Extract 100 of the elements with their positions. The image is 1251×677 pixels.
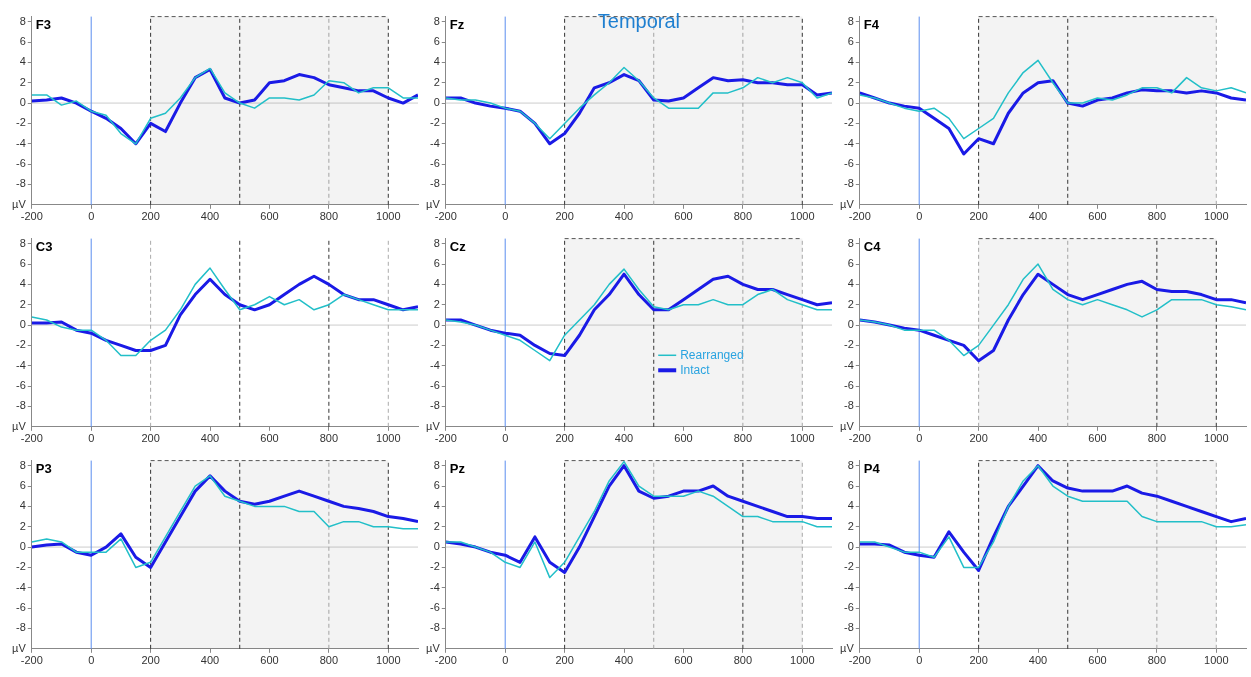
y-tick-label: 4 xyxy=(19,55,26,68)
x-tick-label: 600 xyxy=(260,210,279,223)
x-tick-label: 400 xyxy=(614,432,634,445)
x-tick-label: 400 xyxy=(200,432,220,445)
y-axis-title: µV xyxy=(12,419,27,432)
y-tick-label: 8 xyxy=(433,458,440,471)
y-tick-label: 0 xyxy=(433,96,440,109)
y-tick-label: -2 xyxy=(844,338,854,351)
chart-title: C3 xyxy=(35,238,53,254)
y-tick-label: 4 xyxy=(847,499,854,512)
x-tick-label: 200 xyxy=(969,654,988,667)
y-tick-label: 8 xyxy=(19,14,26,27)
y-tick-label: 8 xyxy=(433,236,440,249)
x-tick-label: 1000 xyxy=(1204,210,1229,223)
y-tick-label: 2 xyxy=(433,75,440,88)
x-tick-label: 800 xyxy=(1147,210,1167,223)
y-axis-title: µV xyxy=(426,419,441,432)
y-tick-label: -4 xyxy=(844,358,854,371)
y-tick-label: 2 xyxy=(847,75,854,88)
y-tick-label: -8 xyxy=(16,399,26,412)
y-tick-label: -4 xyxy=(16,136,26,149)
y-tick-label: -8 xyxy=(430,399,440,412)
x-tick-label: 200 xyxy=(141,210,160,223)
y-tick-label: 4 xyxy=(19,499,26,512)
y-axis-title: µV xyxy=(840,197,855,210)
y-tick-label: 0 xyxy=(19,540,26,553)
chart-title: P4 xyxy=(863,460,881,476)
x-tick-label: 600 xyxy=(260,432,279,445)
y-tick-label: -2 xyxy=(430,116,440,129)
y-tick-label: -6 xyxy=(16,379,26,392)
y-tick-label: -2 xyxy=(16,116,26,129)
y-tick-label: 6 xyxy=(847,257,854,270)
x-tick-label: 1000 xyxy=(376,654,401,667)
x-tick-label: -200 xyxy=(848,654,871,667)
x-tick-label: 200 xyxy=(969,210,988,223)
x-tick-label: 0 xyxy=(502,210,509,223)
y-tick-label: 6 xyxy=(847,479,854,492)
y-tick-label: 8 xyxy=(847,236,854,249)
x-tick-label: -200 xyxy=(848,210,871,223)
y-tick-label: -4 xyxy=(430,136,440,149)
y-axis-title: µV xyxy=(12,641,27,654)
y-axis-title: µV xyxy=(426,641,441,654)
y-tick-label: 2 xyxy=(433,519,440,532)
y-tick-label: -2 xyxy=(844,116,854,129)
y-tick-label: -6 xyxy=(430,379,440,392)
y-tick-label: -8 xyxy=(844,177,854,190)
x-tick-label: 400 xyxy=(614,654,634,667)
chart-title: P3 xyxy=(35,460,52,476)
x-tick-label: 0 xyxy=(88,210,95,223)
y-tick-label: 4 xyxy=(433,55,440,68)
y-tick-label: 0 xyxy=(847,96,854,109)
y-tick-label: 8 xyxy=(847,14,854,27)
y-tick-label: 2 xyxy=(19,297,26,310)
y-tick-label: -6 xyxy=(430,601,440,614)
x-tick-label: 400 xyxy=(1028,432,1048,445)
x-tick-label: 200 xyxy=(141,654,160,667)
x-tick-label: 0 xyxy=(916,432,923,445)
x-tick-label: 200 xyxy=(141,432,160,445)
x-tick-label: 800 xyxy=(733,210,753,223)
y-axis-title: µV xyxy=(12,197,27,210)
x-tick-label: 0 xyxy=(916,210,923,223)
y-tick-label: 4 xyxy=(847,55,854,68)
y-tick-label: -2 xyxy=(430,338,440,351)
x-tick-label: -200 xyxy=(434,210,457,223)
x-tick-label: 400 xyxy=(200,210,220,223)
x-tick-label: 1000 xyxy=(1204,432,1229,445)
y-tick-label: 0 xyxy=(847,540,854,553)
y-tick-label: -6 xyxy=(430,157,440,170)
x-tick-label: -200 xyxy=(20,210,43,223)
y-tick-label: -6 xyxy=(844,379,854,392)
y-tick-label: -6 xyxy=(16,601,26,614)
annotation: Temporal xyxy=(597,10,681,33)
x-tick-label: 600 xyxy=(674,432,693,445)
chart-title: F3 xyxy=(35,16,51,32)
y-tick-label: 2 xyxy=(19,519,26,532)
y-tick-label: 6 xyxy=(19,257,26,270)
y-tick-label: -8 xyxy=(430,177,440,190)
y-tick-label: 0 xyxy=(433,318,440,331)
x-tick-label: 400 xyxy=(200,654,220,667)
y-tick-label: 8 xyxy=(433,14,440,27)
y-tick-label: 6 xyxy=(433,257,440,270)
chart-title: Cz xyxy=(449,238,467,254)
x-tick-label: 400 xyxy=(1028,654,1048,667)
y-tick-label: 4 xyxy=(19,277,26,290)
y-tick-label: -8 xyxy=(430,621,440,634)
y-tick-label: 0 xyxy=(19,96,26,109)
x-tick-label: 1000 xyxy=(376,432,401,445)
y-tick-label: -2 xyxy=(844,560,854,573)
y-tick-label: 4 xyxy=(433,499,440,512)
y-tick-label: -4 xyxy=(430,580,440,593)
x-tick-label: -200 xyxy=(20,432,43,445)
x-tick-label: 800 xyxy=(1147,654,1167,667)
x-tick-label: 800 xyxy=(733,654,753,667)
legend-label: Intact xyxy=(680,362,711,377)
y-tick-label: -2 xyxy=(16,338,26,351)
y-tick-label: 2 xyxy=(19,75,26,88)
chart-title: Fz xyxy=(449,16,465,32)
x-tick-label: 0 xyxy=(88,654,95,667)
y-tick-label: 8 xyxy=(19,236,26,249)
x-tick-label: 800 xyxy=(319,654,339,667)
